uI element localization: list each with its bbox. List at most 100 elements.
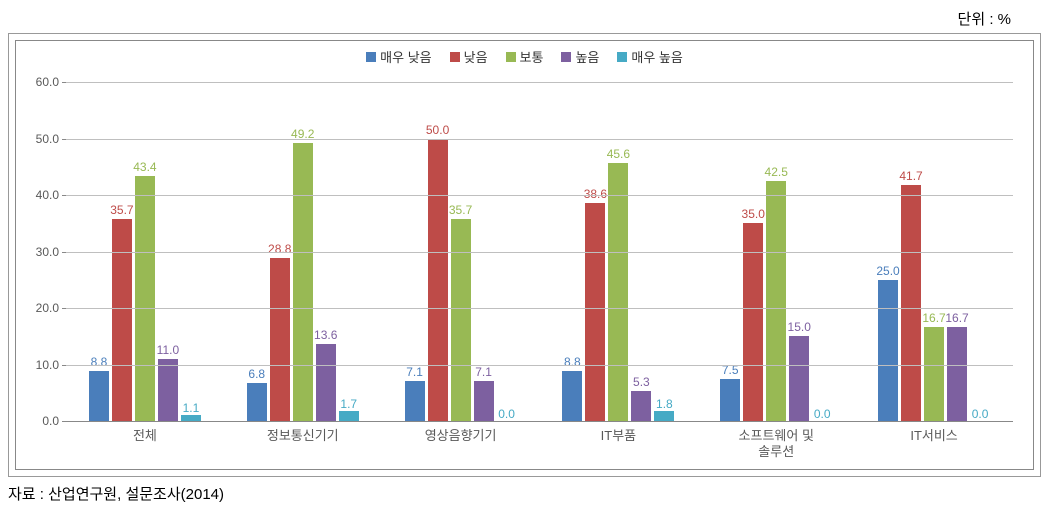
plot-wrap: 8.835.743.411.01.16.828.849.213.61.77.15…	[16, 72, 1033, 469]
bar-value-label: 16.7	[922, 311, 945, 325]
bar: 50.0	[428, 139, 448, 422]
bar: 15.0	[789, 336, 809, 421]
source-citation: 자료 : 산업연구원, 설문조사(2014)	[8, 483, 1041, 504]
bar-value-label: 8.8	[564, 355, 581, 369]
bar-value-label: 1.1	[183, 401, 200, 415]
legend-item: 보통	[506, 47, 544, 66]
y-tick-label: 50.0	[21, 132, 59, 146]
bar: 8.8	[562, 371, 582, 421]
bar-value-label: 42.5	[765, 165, 788, 179]
legend-item: 매우 낮음	[366, 47, 431, 66]
bar-value-label: 25.0	[876, 264, 899, 278]
bar-value-label: 35.0	[742, 207, 765, 221]
y-tick-mark	[62, 252, 66, 253]
grid-line	[66, 252, 1013, 253]
chart-inner-border: 매우 낮음낮음보통높음매우 높음 8.835.743.411.01.16.828…	[15, 40, 1034, 470]
y-tick-mark	[62, 421, 66, 422]
grid-line	[66, 195, 1013, 196]
bar: 41.7	[901, 185, 921, 421]
legend: 매우 낮음 낮음 보통 높음 매우 높음	[16, 41, 1033, 72]
x-axis-label: 전체	[66, 428, 224, 459]
grid-line	[66, 82, 1013, 83]
bar: 45.6	[608, 163, 628, 421]
bar-value-label: 35.7	[449, 203, 472, 217]
bar-value-label: 1.8	[656, 397, 673, 411]
bar-value-label: 13.6	[314, 328, 337, 342]
bar-value-label: 11.0	[157, 343, 179, 357]
y-tick-label: 10.0	[21, 358, 59, 372]
plot-area: 8.835.743.411.01.16.828.849.213.61.77.15…	[66, 82, 1013, 422]
bar: 13.6	[316, 344, 336, 421]
grid-line	[66, 365, 1013, 366]
y-tick-mark	[62, 139, 66, 140]
bar: 42.5	[766, 181, 786, 421]
bar: 7.1	[474, 381, 494, 421]
grid-line	[66, 308, 1013, 309]
bar-value-label: 16.7	[945, 311, 968, 325]
bar: 38.6	[585, 203, 605, 421]
bar-value-label: 0.0	[972, 407, 989, 421]
bar-value-label: 1.7	[340, 397, 357, 411]
bar-value-label: 6.8	[248, 367, 265, 381]
bar-value-label: 7.1	[406, 365, 423, 379]
legend-swatch	[617, 52, 627, 62]
bar: 1.1	[181, 415, 201, 421]
legend-swatch	[561, 52, 571, 62]
bar-value-label: 5.3	[633, 375, 650, 389]
bar: 43.4	[135, 176, 155, 421]
bar-value-label: 0.0	[814, 407, 831, 421]
bar: 35.0	[743, 223, 763, 421]
x-axis-label: 영상음향기기	[382, 428, 540, 459]
bar-value-label: 38.6	[584, 187, 607, 201]
legend-label: 매우 낮음	[380, 47, 431, 66]
bar: 49.2	[293, 143, 313, 421]
legend-label: 낮음	[464, 47, 488, 66]
bar-value-label: 7.1	[475, 365, 492, 379]
bar: 28.8	[270, 258, 290, 421]
y-tick-mark	[62, 195, 66, 196]
bar: 5.3	[631, 391, 651, 421]
bar: 35.7	[451, 219, 471, 421]
y-tick-label: 60.0	[21, 75, 59, 89]
bar: 1.8	[654, 411, 674, 421]
legend-label: 높음	[575, 47, 599, 66]
y-tick-label: 20.0	[21, 301, 59, 315]
bar: 7.5	[720, 379, 740, 421]
bar-value-label: 8.8	[91, 355, 108, 369]
bar-value-label: 45.6	[607, 147, 630, 161]
legend-item: 높음	[561, 47, 599, 66]
bar: 6.8	[247, 383, 267, 421]
legend-swatch	[450, 52, 460, 62]
legend-swatch	[506, 52, 516, 62]
x-axis-label: IT서비스	[855, 428, 1013, 459]
bar: 35.7	[112, 219, 132, 421]
x-axis-labels: 전체정보통신기기영상음향기기IT부품소프트웨어 및솔루션IT서비스	[66, 428, 1013, 459]
y-tick-mark	[62, 365, 66, 366]
y-tick-label: 0.0	[21, 414, 59, 428]
grid-line	[66, 139, 1013, 140]
bar: 7.1	[405, 381, 425, 421]
legend-swatch	[366, 52, 376, 62]
y-tick-label: 40.0	[21, 188, 59, 202]
unit-label: 단위 : %	[8, 8, 1041, 29]
y-tick-mark	[62, 82, 66, 83]
bar-value-label: 50.0	[426, 123, 449, 137]
bar: 16.7	[924, 327, 944, 421]
bar: 8.8	[89, 371, 109, 421]
bar-value-label: 28.8	[268, 242, 291, 256]
x-axis-label: 소프트웨어 및솔루션	[697, 428, 855, 459]
bar-value-label: 41.7	[899, 169, 922, 183]
bar: 16.7	[947, 327, 967, 421]
legend-label: 매우 높음	[631, 47, 682, 66]
bar: 1.7	[339, 411, 359, 421]
x-axis-label: 정보통신기기	[224, 428, 382, 459]
legend-item: 낮음	[450, 47, 488, 66]
x-axis-label: IT부품	[539, 428, 697, 459]
legend-item: 매우 높음	[617, 47, 682, 66]
bar: 25.0	[878, 280, 898, 421]
bar-value-label: 0.0	[498, 407, 515, 421]
chart-outer-border: 매우 낮음낮음보통높음매우 높음 8.835.743.411.01.16.828…	[8, 33, 1041, 477]
y-tick-mark	[62, 308, 66, 309]
bar: 11.0	[158, 359, 178, 421]
y-tick-label: 30.0	[21, 245, 59, 259]
